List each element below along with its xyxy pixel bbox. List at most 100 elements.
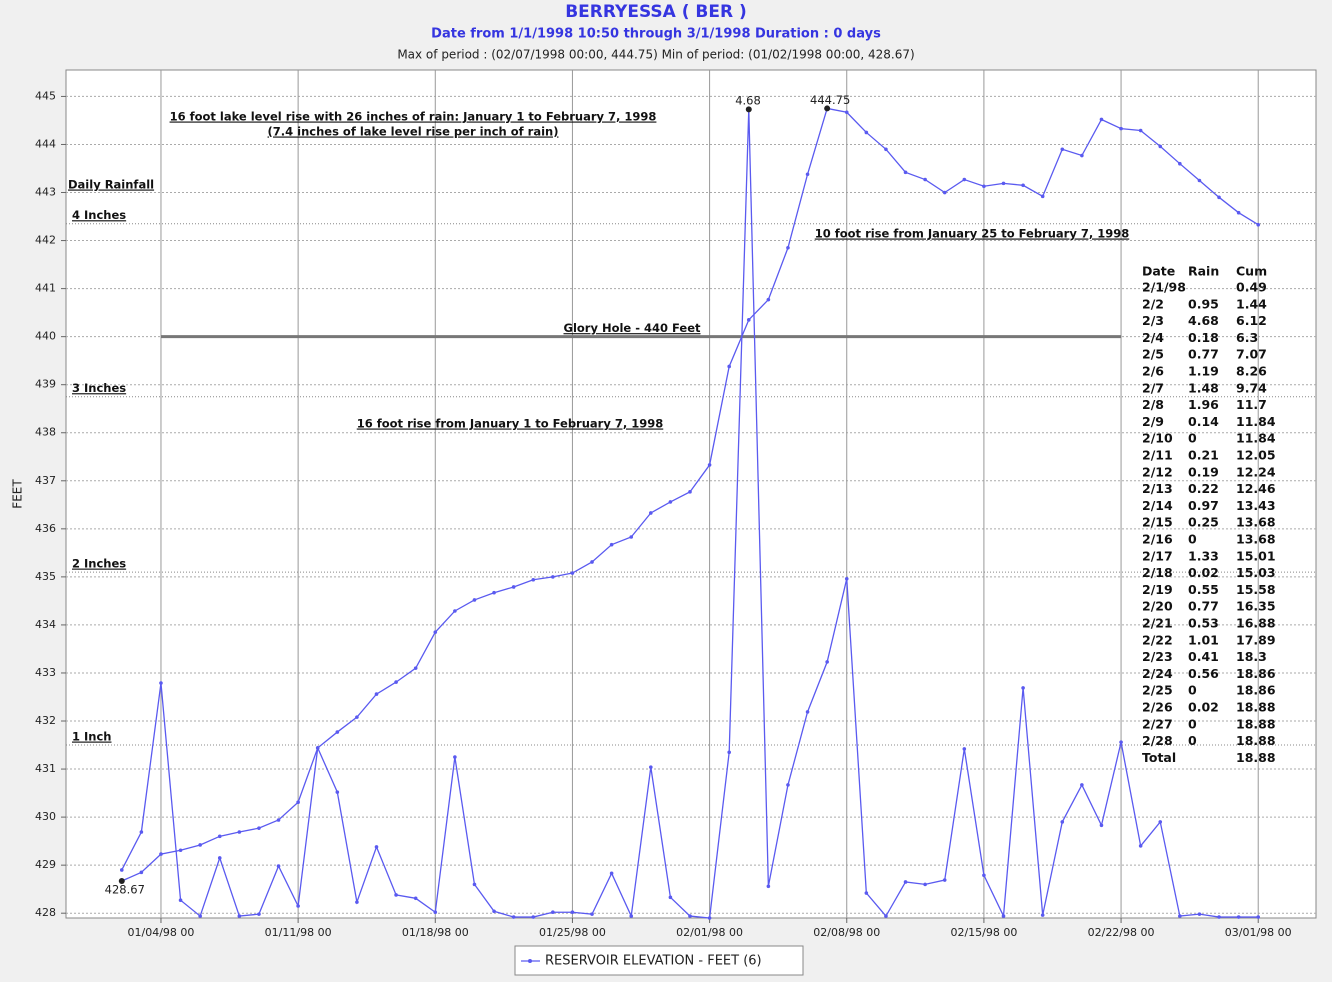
data-point [1138, 128, 1143, 133]
table-cell: 2/2 [1142, 296, 1164, 311]
table-cell: 0.95 [1188, 296, 1219, 311]
data-point [276, 864, 281, 868]
data-point [1060, 147, 1065, 152]
data-point [1217, 915, 1221, 919]
table-cell: 1.33 [1188, 548, 1219, 563]
data-point [1236, 915, 1241, 919]
table-cell: 2/11 [1142, 448, 1173, 463]
data-point [1158, 820, 1163, 824]
data-point [1021, 183, 1025, 188]
data-point [413, 666, 418, 670]
data-point [766, 297, 771, 302]
data-point [453, 755, 457, 759]
table-cell: Total [1142, 750, 1176, 765]
x-tick-label: 02/15/98 00 [950, 926, 1017, 939]
y-axis-label: FEET [11, 479, 25, 509]
data-point [982, 873, 986, 878]
table-cell: 7.07 [1236, 347, 1267, 362]
data-point [688, 490, 692, 494]
data-point [1040, 913, 1045, 917]
table-cell: 2/27 [1142, 716, 1173, 731]
annotation: 4.68 [735, 94, 761, 108]
table-cell: 2/3 [1142, 313, 1164, 328]
data-point [590, 912, 594, 916]
table-cell: 0 [1188, 733, 1197, 748]
table-cell: 11.84 [1236, 431, 1276, 446]
table-cell: 2/9 [1142, 414, 1164, 429]
data-point [903, 170, 908, 175]
table-cell: 2/4 [1142, 330, 1164, 345]
table-cell: 2/24 [1142, 666, 1173, 681]
table-cell: 2/21 [1142, 616, 1173, 631]
plot-area [65, 69, 1317, 919]
value-label: 444.75 [810, 93, 850, 107]
table-cell: 0.14 [1188, 414, 1219, 429]
data-point [805, 710, 810, 714]
rain-scale-label: 3 Inches [72, 381, 126, 395]
data-point [315, 746, 320, 750]
data-point [257, 826, 261, 830]
data-point [531, 577, 536, 582]
table-cell: 0.53 [1188, 616, 1219, 631]
rain-scale-label: 4 Inches [72, 208, 126, 222]
x-tick-label: 01/04/98 00 [128, 926, 195, 939]
y-tick-label: 439 [35, 378, 56, 391]
table-cell: 0.19 [1188, 464, 1219, 479]
data-point [237, 830, 242, 834]
data-point [727, 750, 731, 755]
table-cell: 2/14 [1142, 498, 1173, 513]
data-point [492, 909, 496, 914]
data-point [237, 914, 242, 918]
data-point [570, 571, 575, 575]
data-point [531, 915, 536, 919]
data-point [884, 147, 888, 152]
table-cell: 2/5 [1142, 347, 1164, 362]
table-cell: 18.88 [1236, 733, 1276, 748]
data-point [1001, 181, 1006, 186]
table-cell: 1.48 [1188, 380, 1219, 395]
y-tick-label: 428 [35, 906, 56, 919]
y-tick-label: 440 [35, 330, 56, 343]
data-point [844, 110, 849, 115]
table-cell: 15.01 [1236, 548, 1276, 563]
data-point [433, 630, 438, 634]
rain-scale-label: 2 Inches [72, 557, 126, 571]
data-point [942, 878, 947, 882]
data-point [394, 680, 398, 684]
table-cell: 2/13 [1142, 481, 1173, 496]
table-cell: 6.3 [1236, 330, 1258, 345]
table-cell: 2/19 [1142, 582, 1173, 597]
table-cell: 0.97 [1188, 498, 1219, 513]
data-point [511, 585, 516, 589]
table-cell: 1.01 [1188, 632, 1219, 647]
data-point [1236, 210, 1241, 215]
data-point [433, 910, 438, 915]
table-cell: 2/17 [1142, 548, 1173, 563]
y-tick-label: 430 [35, 810, 56, 823]
table-cell: 0.77 [1188, 599, 1219, 614]
data-point [629, 535, 634, 539]
x-tick-label: 01/25/98 00 [539, 926, 606, 939]
legend-box [514, 945, 804, 976]
table-cell: 13.68 [1236, 515, 1276, 530]
table-cell: 18.88 [1236, 716, 1276, 731]
data-point [1256, 915, 1261, 919]
data-point [1197, 912, 1202, 916]
data-point [551, 575, 555, 579]
annotation: 16 foot lake level rise with 26 inches o… [170, 110, 657, 124]
table-cell: 2/6 [1142, 364, 1164, 379]
table-cell: 0.56 [1188, 666, 1219, 681]
data-point [903, 880, 908, 884]
chart-subtitle: Date from 1/1/1998 10:50 through 3/1/199… [431, 27, 881, 42]
table-cell: 2/26 [1142, 700, 1173, 715]
table-cell: 0.49 [1236, 280, 1267, 295]
data-point [1178, 161, 1182, 166]
y-tick-label: 438 [35, 426, 56, 439]
data-point [1217, 195, 1221, 200]
table-cell: 0.41 [1188, 649, 1219, 664]
table-cell: 15.58 [1236, 582, 1276, 597]
table-cell: 18.86 [1236, 666, 1276, 681]
x-tick-label: 01/18/98 00 [402, 926, 469, 939]
annotation-marker [745, 106, 752, 113]
data-point [844, 577, 849, 581]
